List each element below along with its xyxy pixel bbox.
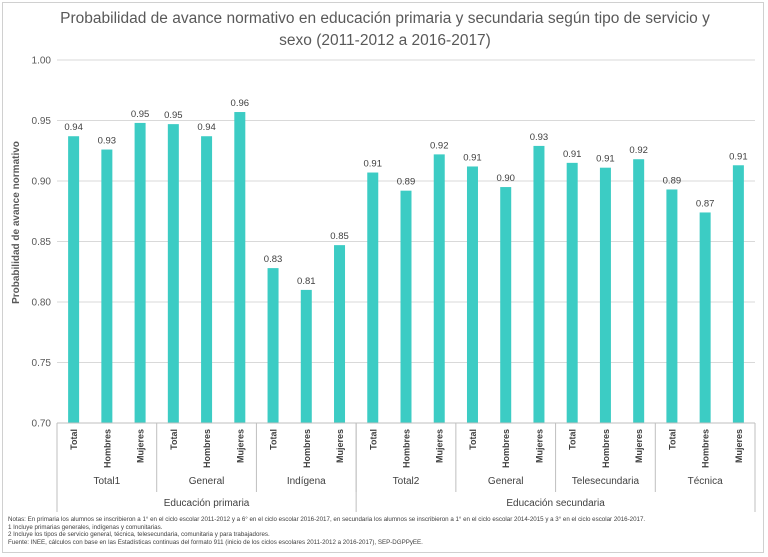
y-tick-label: 0.90 [32, 177, 52, 188]
bar [234, 112, 246, 423]
bar [134, 122, 146, 424]
data-label: 0.93 [98, 136, 117, 147]
x-tick-label: Mujeres [136, 429, 146, 463]
bar [267, 268, 279, 423]
bar [400, 190, 412, 423]
x-tick-label: Mujeres [534, 429, 544, 463]
x-tick-label: Mujeres [235, 429, 245, 463]
subgroup-label: Total1 [94, 476, 121, 487]
data-label: 0.81 [297, 276, 316, 287]
data-label: 0.92 [430, 140, 449, 151]
subgroup-label: Telesecundaria [572, 476, 640, 487]
chart-title-line-2: sexo (2011-2012 a 2016-2017) [279, 32, 491, 49]
y-tick-label: 0.75 [32, 358, 52, 369]
note-line: 2 Incluye los tipos de servicio general,… [8, 531, 270, 539]
bar [68, 136, 80, 424]
x-tick-label: Hombres [501, 429, 511, 468]
x-tick-label: Total [667, 429, 677, 450]
x-tick-label: Hombres [102, 429, 112, 468]
subgroup-label: Indígena [287, 476, 326, 487]
y-tick-label: 0.95 [32, 116, 52, 127]
x-tick-label: Hombres [302, 429, 312, 468]
x-tick-label: Total [69, 429, 79, 450]
x-tick-label: Mujeres [634, 429, 644, 463]
data-label: 0.95 [164, 110, 183, 121]
subgroup-label: Técnica [688, 476, 723, 487]
x-tick-label: Mujeres [734, 429, 744, 463]
x-tick-label: Total [368, 429, 378, 450]
bar [633, 159, 645, 423]
data-label: 0.92 [629, 145, 648, 156]
data-label: 0.89 [397, 177, 416, 188]
data-label: 0.90 [496, 173, 515, 184]
data-label: 0.89 [663, 175, 682, 186]
x-tick-label: Mujeres [435, 429, 445, 463]
y-tick-label: 0.80 [32, 298, 52, 309]
bar [566, 162, 578, 423]
data-label: 0.91 [364, 159, 383, 170]
bar [500, 187, 512, 423]
subgroup-label: Total2 [393, 476, 420, 487]
bar [334, 245, 346, 423]
data-label: 0.91 [729, 151, 748, 162]
note-line: Fuente: INEE, cálculos con base en las E… [8, 538, 423, 546]
chart-title: Probabilidad de avance normativo en educ… [40, 8, 730, 52]
data-label: 0.91 [463, 152, 482, 163]
data-label: 0.94 [64, 122, 83, 133]
subgroup-label: General [488, 476, 524, 487]
bar [367, 172, 379, 423]
bar [167, 124, 179, 423]
bar [466, 166, 478, 424]
note-line: 1 Incluye primarias generales, indígenas… [8, 523, 163, 531]
bar [201, 136, 213, 424]
x-tick-label: Hombres [202, 429, 212, 468]
bar [101, 149, 113, 424]
bar [599, 167, 611, 423]
x-tick-label: Total [269, 429, 279, 450]
y-tick-label: 0.70 [32, 419, 52, 430]
data-label: 0.87 [696, 198, 715, 209]
bar [666, 189, 678, 423]
data-label: 0.93 [530, 132, 549, 143]
x-tick-label: Mujeres [335, 429, 345, 463]
data-label: 0.91 [596, 154, 615, 165]
bar [699, 212, 711, 423]
x-tick-label: Total [169, 429, 179, 450]
chart-title-line-1: Probabilidad de avance normativo en educ… [60, 10, 710, 27]
x-tick-label: Hombres [601, 429, 611, 468]
x-tick-label: Hombres [701, 429, 711, 468]
y-tick-label: 1.00 [32, 56, 52, 67]
y-tick-label: 0.85 [32, 237, 52, 248]
data-label: 0.94 [197, 122, 216, 133]
data-label: 0.83 [264, 254, 283, 265]
x-tick-label: Total [568, 429, 578, 450]
bar [433, 154, 445, 423]
group-label: Educación primaria [164, 498, 250, 509]
bar [533, 145, 545, 423]
data-label: 0.95 [131, 109, 150, 120]
x-tick-label: Hombres [402, 429, 412, 468]
x-tick-label: Total [468, 429, 478, 450]
data-label: 0.91 [563, 149, 582, 160]
subgroup-label: General [189, 476, 225, 487]
bar [732, 165, 744, 423]
note-line: Notas: En primaria los alumnos se inscri… [8, 516, 646, 523]
data-label: 0.96 [231, 98, 250, 109]
bar [300, 289, 312, 423]
group-label: Educación secundaria [506, 498, 605, 509]
chart-notes: Notas: En primaria los alumnos se inscri… [8, 516, 760, 546]
data-label: 0.85 [330, 231, 349, 242]
